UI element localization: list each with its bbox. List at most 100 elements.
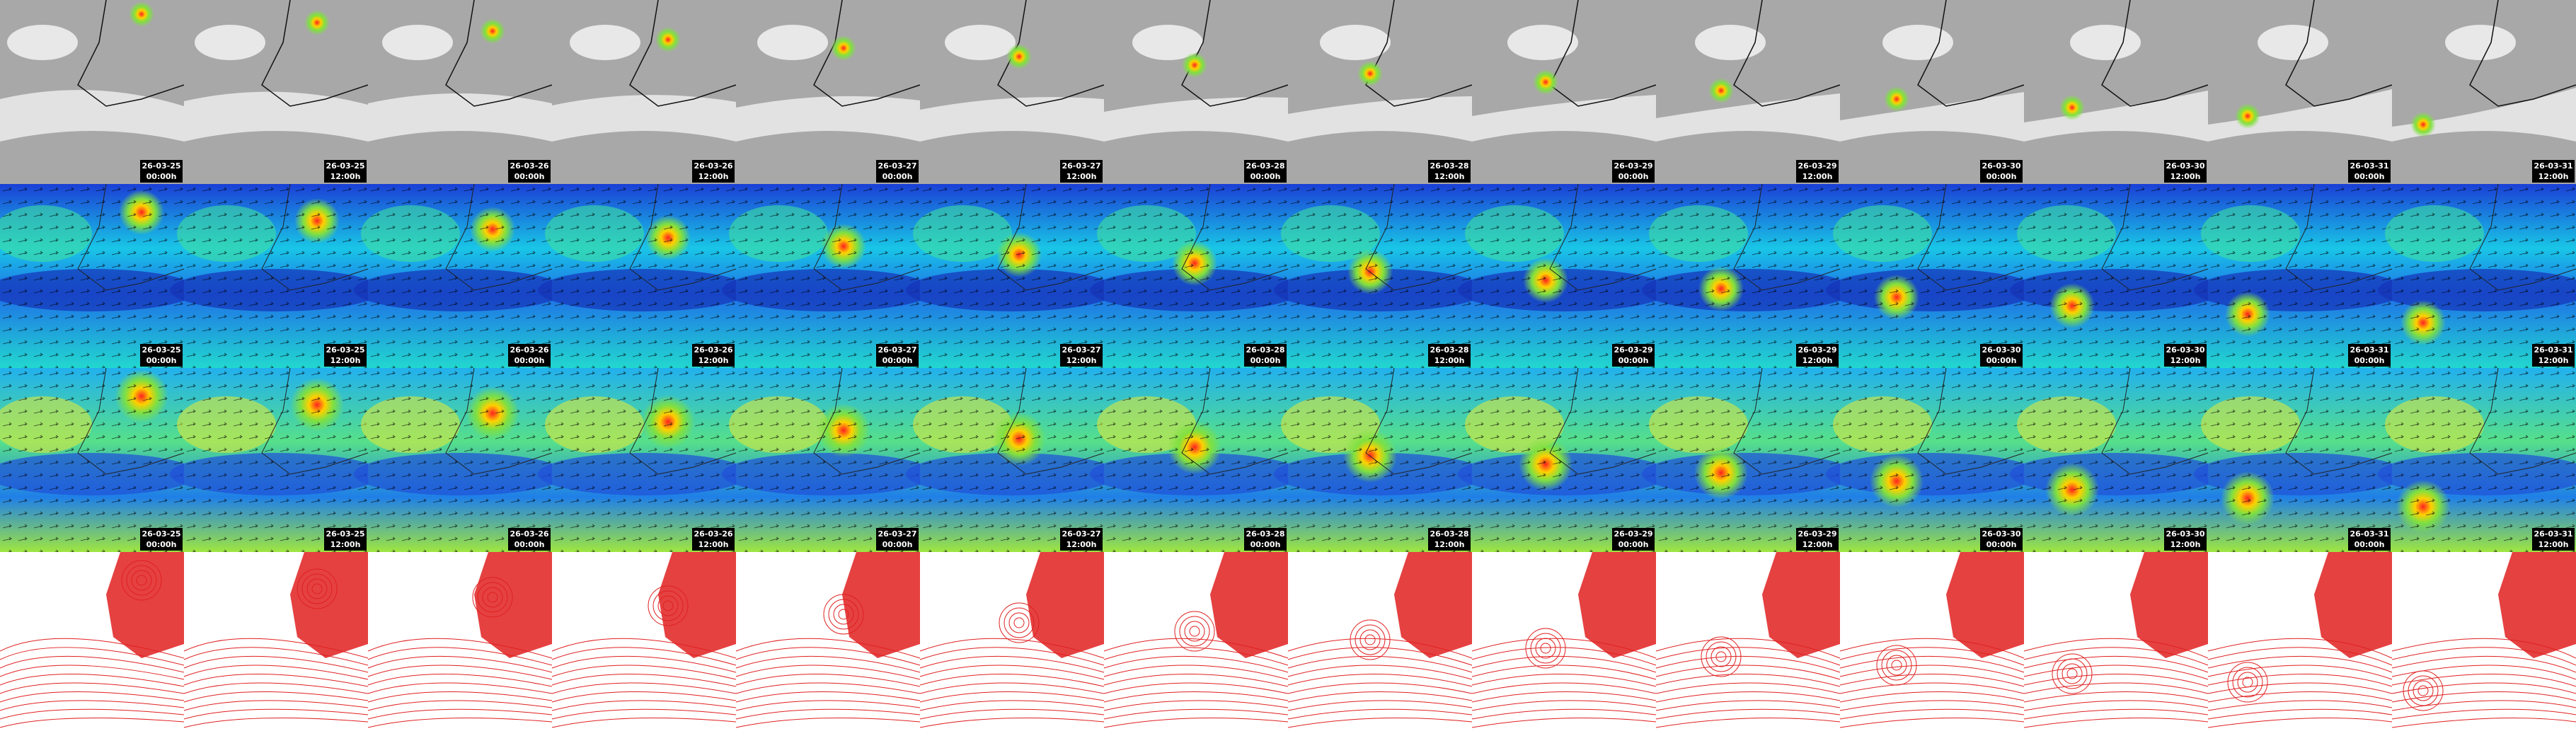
timestamp-time: 00:00h [2354, 356, 2385, 365]
cloud [570, 25, 640, 60]
timestamp-time: 12:00h [698, 540, 729, 549]
cloud [368, 93, 552, 142]
isobar [0, 647, 185, 666]
timestamp-date: 26-03-25 [326, 529, 364, 539]
cloud [1132, 25, 1203, 60]
isobar [183, 673, 369, 687]
storm-cell [1182, 52, 1207, 78]
cloud [2208, 89, 2392, 142]
isobar [2023, 638, 2209, 659]
wind-arrows [2392, 368, 2576, 552]
isobar [735, 647, 921, 666]
timestamp-box [692, 344, 735, 367]
isobar [735, 673, 921, 687]
isobar [1364, 634, 1376, 645]
isobar [2391, 638, 2576, 659]
isobar [1287, 691, 1473, 703]
isobar [823, 594, 864, 635]
isobar [551, 647, 737, 666]
coastline [2285, 0, 2393, 107]
timestamp-date: 26-03-31 [2350, 529, 2388, 539]
isobar [1103, 691, 1289, 703]
isobar [1287, 647, 1473, 666]
isobar [2413, 680, 2434, 701]
map-panel [2023, 552, 2209, 736]
cloud [1320, 25, 1391, 60]
isobar [2403, 670, 2444, 711]
storm-cell [304, 10, 330, 35]
isobar [136, 575, 147, 586]
cloud [552, 95, 736, 142]
timestamp-time: 00:00h [1618, 172, 1649, 181]
map-panel [551, 552, 737, 736]
timestamp-box [1612, 344, 1655, 367]
cloud [1104, 97, 1288, 142]
isobar [311, 583, 323, 594]
timestamp-date: 26-03-29 [1798, 161, 1836, 171]
isobar [1103, 665, 1289, 680]
isobar [919, 655, 1105, 673]
timestamp-date: 26-03-27 [878, 161, 916, 171]
wind-arrows [736, 184, 920, 368]
isobar [367, 673, 553, 687]
isobar [2408, 675, 2439, 706]
isobar [735, 638, 921, 659]
timestamp-time: 12:00h [330, 356, 361, 365]
timestamp-time: 00:00h [882, 540, 913, 549]
timestamp-box [2532, 344, 2575, 367]
timestamp-date: 26-03-27 [878, 345, 916, 355]
isobar [1701, 636, 1742, 677]
isobar [1839, 647, 2025, 666]
panel-clip-bg [736, 0, 920, 184]
cloud [736, 96, 920, 142]
isobar [551, 638, 737, 659]
isobar [1839, 691, 2025, 703]
isobar [2207, 647, 2393, 666]
isobar [306, 578, 328, 599]
isobar [1355, 624, 1386, 655]
isobar [1471, 691, 1657, 703]
coastline [1917, 0, 2025, 107]
timestamp-box [2164, 528, 2207, 551]
isobar [0, 655, 185, 673]
isobar [1839, 638, 2025, 659]
wind-arrows [552, 368, 736, 552]
timestamp-time: 00:00h [1618, 540, 1649, 549]
isobar [2062, 663, 2083, 684]
isobar [648, 585, 689, 626]
isobar [919, 708, 1105, 720]
isobar [297, 568, 338, 609]
isobar [1008, 612, 1030, 633]
timestamp-time: 12:00h [2538, 356, 2569, 365]
isobar [662, 600, 674, 611]
isobar [1103, 718, 1289, 728]
timestamp-time: 12:00h [2170, 356, 2201, 365]
wind-arrows [1840, 184, 2024, 368]
timestamp-date: 26-03-28 [1246, 161, 1284, 171]
timestamp-time: 12:00h [1802, 172, 1833, 181]
timestamp-time: 00:00h [2354, 172, 2385, 181]
timestamp-date: 26-03-29 [1614, 161, 1652, 171]
wind-arrows [1288, 368, 1472, 552]
timestamp-date: 26-03-31 [2534, 529, 2572, 539]
wind-arrows [2392, 184, 2576, 368]
land [1762, 552, 1840, 658]
isobar [1839, 673, 2025, 687]
timestamp-box [2532, 528, 2575, 551]
coastline [77, 0, 185, 107]
coastline [1365, 0, 1473, 107]
timestamp-box [692, 528, 735, 551]
timestamp-box [2348, 160, 2391, 183]
timestamp-time: 12:00h [1802, 540, 1833, 549]
